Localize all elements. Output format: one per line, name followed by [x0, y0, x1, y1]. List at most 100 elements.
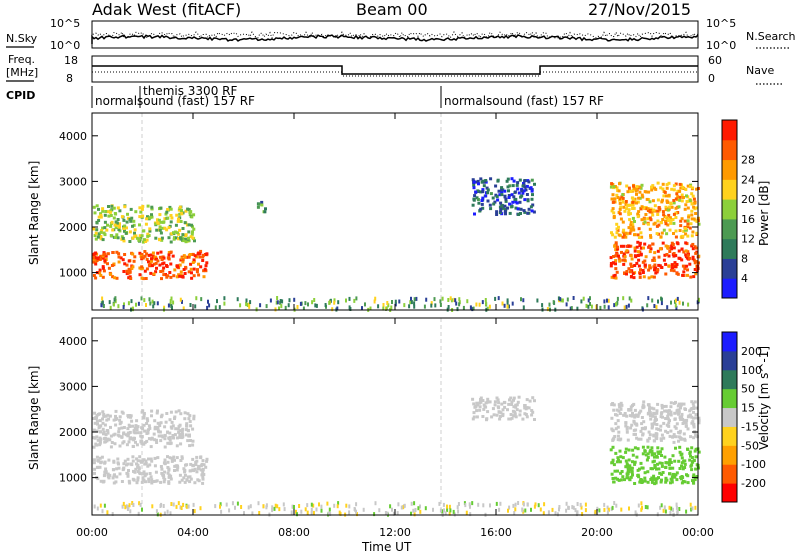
echo-cell: [636, 468, 640, 472]
echo-cell: [98, 271, 102, 275]
echo-cell: [188, 444, 192, 448]
echo-cell: [665, 186, 669, 190]
echo-cell: [672, 188, 676, 192]
echo-cell: [626, 204, 630, 208]
echo-cell: [497, 189, 501, 193]
echo-cell: [652, 459, 656, 463]
echo-cell: [162, 273, 166, 277]
echo-cell: [641, 433, 645, 437]
echo-cell: [101, 226, 105, 230]
near-range-cell: [589, 302, 591, 306]
near-range-cell: [374, 296, 377, 301]
echo-cell: [672, 435, 676, 438]
echo-cell: [614, 248, 618, 252]
near-range-cell: [122, 305, 125, 309]
echo-cell: [686, 268, 689, 272]
echo-cell: [125, 226, 128, 230]
echo-cell: [94, 276, 98, 280]
echo-cell: [627, 448, 631, 452]
echo-cell: [495, 210, 499, 214]
echo-cell: [689, 222, 693, 226]
echo-cell: [633, 482, 637, 485]
echo-cell: [622, 205, 626, 209]
y-tick-label: 4000: [59, 130, 87, 143]
echo-cell: [679, 224, 683, 228]
echo-cell: [180, 436, 184, 440]
near-range-cell: [584, 502, 587, 507]
echo-cell: [131, 224, 134, 228]
echo-cell: [134, 440, 137, 444]
echo-cell: [483, 405, 487, 409]
echo-cell: [156, 221, 160, 225]
echo-cell: [152, 432, 156, 436]
echo-cell: [139, 210, 143, 214]
echo-cell: [527, 207, 531, 211]
echo-cell: [684, 421, 688, 424]
near-range-cell: [175, 504, 178, 509]
echo-cell: [159, 421, 163, 425]
echo-cell: [661, 415, 664, 419]
near-range-cell: [455, 301, 458, 306]
echo-cell: [176, 265, 179, 269]
echo-cell: [617, 403, 621, 407]
near-range-cell: [439, 303, 442, 307]
echo-cell: [141, 427, 145, 430]
near-range-cell: [148, 297, 151, 302]
echo-cell: [92, 458, 96, 462]
echo-cell: [181, 260, 185, 264]
echo-cell: [662, 436, 666, 440]
echo-cell: [668, 472, 671, 476]
echo-cell: [92, 256, 95, 260]
echo-cell: [677, 439, 680, 443]
echo-cell: [669, 405, 673, 409]
echo-cell: [517, 191, 521, 195]
echo-cell: [172, 237, 176, 241]
echo-cell: [149, 445, 153, 449]
echo-cell: [183, 272, 187, 275]
near-range-cell: [514, 502, 517, 507]
near-range-cell: [141, 507, 143, 512]
echo-cell: [175, 236, 178, 240]
near-range-cell: [129, 509, 132, 514]
near-range-cell: [255, 307, 258, 312]
echo-cell: [193, 467, 197, 471]
echo-cell: [144, 240, 148, 243]
echo-cell: [196, 252, 200, 256]
echo-cell: [518, 200, 522, 204]
echo-cell: [103, 460, 107, 464]
colorbar-tick-label: 200: [741, 345, 762, 358]
echo-cell: [486, 410, 490, 414]
echo-cell: [653, 204, 657, 208]
echo-cell: [664, 219, 667, 223]
echo-cell: [624, 447, 628, 451]
near-range-cell: [670, 300, 672, 305]
echo-cell: [131, 445, 135, 448]
echo-cell: [118, 472, 122, 476]
echo-cell: [156, 456, 160, 460]
echo-cell: [153, 456, 157, 460]
echo-cell: [619, 407, 623, 411]
echo-cell: [158, 263, 162, 267]
echo-cell: [694, 433, 698, 437]
echo-cell: [629, 254, 633, 258]
echo-cell: [638, 190, 642, 194]
echo-cell: [516, 207, 520, 211]
echo-cell: [169, 214, 173, 217]
echo-cell: [610, 416, 614, 420]
near-range-cell: [551, 507, 554, 512]
echo-cell: [681, 422, 685, 425]
echo-cell: [137, 238, 141, 242]
echo-cell: [116, 223, 120, 227]
echo-cell: [690, 407, 694, 410]
echo-cell: [660, 472, 664, 476]
echo-cell: [146, 431, 150, 435]
echo-cell: [651, 413, 655, 417]
near-range-cell: [114, 296, 117, 301]
echo-cell: [189, 477, 193, 481]
echo-cell: [508, 417, 512, 421]
near-range-cell: [603, 507, 606, 512]
echo-cell: [684, 255, 688, 258]
echo-cell: [95, 259, 99, 262]
echo-cell: [479, 207, 483, 211]
near-range-cell: [501, 301, 504, 306]
